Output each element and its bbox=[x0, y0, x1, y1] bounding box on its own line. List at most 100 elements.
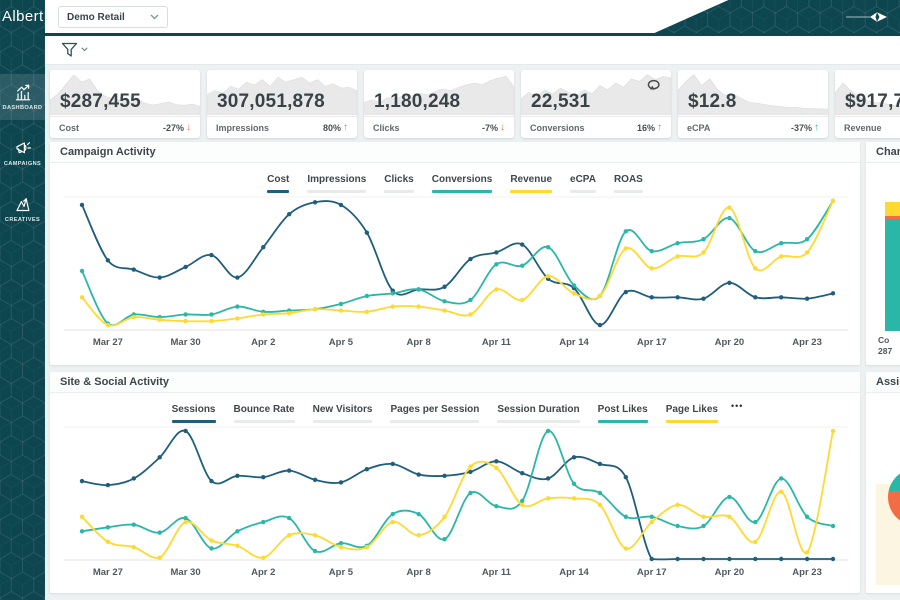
tab-clicks[interactable]: Clicks bbox=[375, 169, 422, 193]
kpi-delta-value: 16% bbox=[636, 122, 655, 133]
site-x-axis: Mar 27 Mar 30 Apr 2 Apr 5 Apr 8 Apr 11 Apr 14 A… bbox=[50, 567, 860, 580]
x-axis-label: Apr 14 bbox=[559, 337, 589, 348]
kpi-label: Cost bbox=[59, 122, 79, 133]
sidebar-item-creatives[interactable]: CREATIVES bbox=[0, 186, 45, 232]
topbar-divider bbox=[45, 33, 900, 36]
x-axis-label: Apr 5 bbox=[328, 337, 354, 348]
kpi-label: eCPA bbox=[687, 122, 711, 133]
kpi-card-ecpa[interactable]: $12.8 eCPA -37% ↑ bbox=[678, 70, 828, 138]
kpi-delta: 16% ↑ bbox=[637, 122, 662, 133]
sidebar-item-label: DASHBOARD bbox=[2, 105, 43, 111]
bird-logo-icon bbox=[846, 12, 887, 22]
tab-post-likes[interactable]: Post Likes bbox=[589, 399, 657, 423]
kpi-footer: Cost -27% ↓ bbox=[50, 116, 200, 138]
tab-label: New Visitors bbox=[312, 404, 373, 415]
tab-underline bbox=[171, 420, 216, 423]
kpi-label: Clicks bbox=[373, 122, 400, 133]
assist-panel: Assist bbox=[866, 372, 900, 593]
campaign-line-chart[interactable] bbox=[50, 191, 860, 337]
stacked-bar-segment bbox=[885, 216, 900, 219]
tab-underline bbox=[570, 190, 596, 193]
stacked-bar-segment bbox=[885, 202, 900, 216]
tab-cost[interactable]: Cost bbox=[258, 169, 298, 193]
assist-panel-title: Assist bbox=[866, 372, 900, 393]
kpi-value: $12.8 bbox=[688, 91, 737, 112]
x-axis-label: Mar 27 bbox=[92, 337, 123, 348]
x-axis-label: Apr 14 bbox=[559, 567, 589, 578]
kpi-delta: -27% ↓ bbox=[163, 122, 191, 133]
sidebar-item-campaigns[interactable]: CAMPAIGNS bbox=[0, 130, 45, 176]
x-axis-label: Apr 17 bbox=[636, 567, 667, 578]
assist-pie-chart[interactable] bbox=[888, 468, 900, 526]
channels-stacked-bar[interactable] bbox=[885, 202, 900, 331]
tab-roas[interactable]: ROAS bbox=[605, 169, 652, 193]
tab-label: Impressions bbox=[307, 174, 367, 185]
kpi-footer: Clicks -7% ↓ bbox=[364, 116, 514, 138]
arrow-up-icon: ↑ bbox=[814, 122, 819, 133]
tab-revenue[interactable]: Revenue bbox=[501, 169, 561, 193]
x-axis-label: Apr 8 bbox=[406, 337, 431, 348]
site-panel-title: Site & Social Activity bbox=[50, 372, 860, 393]
more-tabs-button[interactable]: ••• bbox=[730, 401, 744, 411]
x-axis-label: Apr 17 bbox=[636, 337, 667, 348]
kpi-card-cost[interactable]: $287,455 Cost -27% ↓ bbox=[50, 70, 200, 138]
dashboard-icon bbox=[13, 83, 33, 102]
filter-button[interactable] bbox=[61, 42, 88, 59]
tab-new-visitors[interactable]: New Visitors bbox=[304, 399, 382, 423]
tab-underline bbox=[267, 190, 290, 193]
tab-underline bbox=[597, 420, 648, 423]
x-axis-label: Apr 11 bbox=[481, 337, 511, 348]
tab-label: Conversions bbox=[431, 174, 493, 185]
site-social-activity-panel: Site & Social Activity Sessions Bounce Ra… bbox=[50, 372, 860, 593]
sidebar-item-label: CREATIVES bbox=[4, 217, 41, 223]
arrow-down-icon: ↓ bbox=[186, 122, 191, 133]
campaign-activity-panel: Campaign Activity Cost Impressions Clicks C… bbox=[50, 142, 860, 365]
campaign-panel-title: Campaign Activity bbox=[50, 142, 860, 163]
kpi-sparkline bbox=[678, 70, 828, 115]
kpi-value: $287,455 bbox=[60, 91, 141, 112]
kpi-footer: Conversions 16% ↑ bbox=[521, 116, 671, 138]
site-tabs: Sessions Bounce Rate New Visitors Pages per… bbox=[50, 399, 860, 423]
tab-underline bbox=[613, 190, 643, 193]
kpi-card-conversions[interactable]: 22,531 Conversions 16% ↑ bbox=[521, 70, 671, 138]
tab-label: eCPA bbox=[570, 174, 596, 185]
tab-page-likes[interactable]: Page Likes bbox=[657, 399, 727, 423]
campaign-x-axis: Mar 27 Mar 30 Apr 2 Apr 5 Apr 8 Apr 11 Apr 14 A… bbox=[50, 337, 860, 350]
tab-sessions[interactable]: Sessions bbox=[163, 399, 225, 423]
tab-ecpa[interactable]: eCPA bbox=[561, 169, 605, 193]
tab-label: Sessions bbox=[171, 404, 216, 415]
kpi-card-impressions[interactable]: 307,051,878 Impressions 80% ↑ bbox=[207, 70, 357, 138]
chevron-down-icon bbox=[81, 46, 88, 51]
x-axis-label: Apr 20 bbox=[714, 337, 745, 348]
tab-bounce-rate[interactable]: Bounce Rate bbox=[225, 399, 304, 423]
top-bar: Demo Retail bbox=[45, 0, 900, 36]
kpi-footer: Impressions 80% ↑ bbox=[207, 116, 357, 138]
kpi-delta-value: -7% bbox=[481, 122, 498, 133]
channels-panel-title: Channels bbox=[866, 142, 900, 163]
kpi-card-clicks[interactable]: 1,180,248 Clicks -7% ↓ bbox=[364, 70, 514, 138]
account-selector-dropdown[interactable]: Demo Retail bbox=[58, 6, 168, 28]
kpi-delta-value: -37% bbox=[790, 122, 812, 133]
tab-pages-per-session[interactable]: Pages per Session bbox=[381, 399, 488, 423]
kpi-card-revenue[interactable]: $917,79 Revenue bbox=[835, 70, 900, 138]
tab-impressions[interactable]: Impressions bbox=[298, 169, 375, 193]
refresh-icon[interactable] bbox=[646, 77, 663, 95]
channels-panel: Channels Co 287 bbox=[866, 142, 900, 365]
tab-underline bbox=[497, 420, 580, 423]
campaign-tabs: Cost Impressions Clicks Conversions Revenue e… bbox=[50, 169, 860, 193]
kpi-sparkline bbox=[207, 70, 357, 115]
x-axis-label: Apr 23 bbox=[792, 337, 822, 348]
tab-underline bbox=[307, 190, 367, 193]
sidebar-item-dashboard[interactable]: DASHBOARD bbox=[0, 74, 45, 120]
site-line-chart[interactable] bbox=[50, 421, 860, 567]
x-axis-label: Mar 30 bbox=[170, 337, 201, 348]
x-axis-label: Apr 23 bbox=[792, 567, 822, 578]
tab-session-duration[interactable]: Session Duration bbox=[488, 399, 588, 423]
tab-label: Session Duration bbox=[497, 404, 580, 415]
stacked-bar-segment bbox=[885, 219, 900, 331]
tab-label: Bounce Rate bbox=[233, 404, 295, 415]
tab-label: Clicks bbox=[384, 174, 414, 185]
x-axis-label: Apr 5 bbox=[328, 567, 354, 578]
tab-conversions[interactable]: Conversions bbox=[423, 169, 502, 193]
account-selector-value: Demo Retail bbox=[67, 11, 125, 23]
